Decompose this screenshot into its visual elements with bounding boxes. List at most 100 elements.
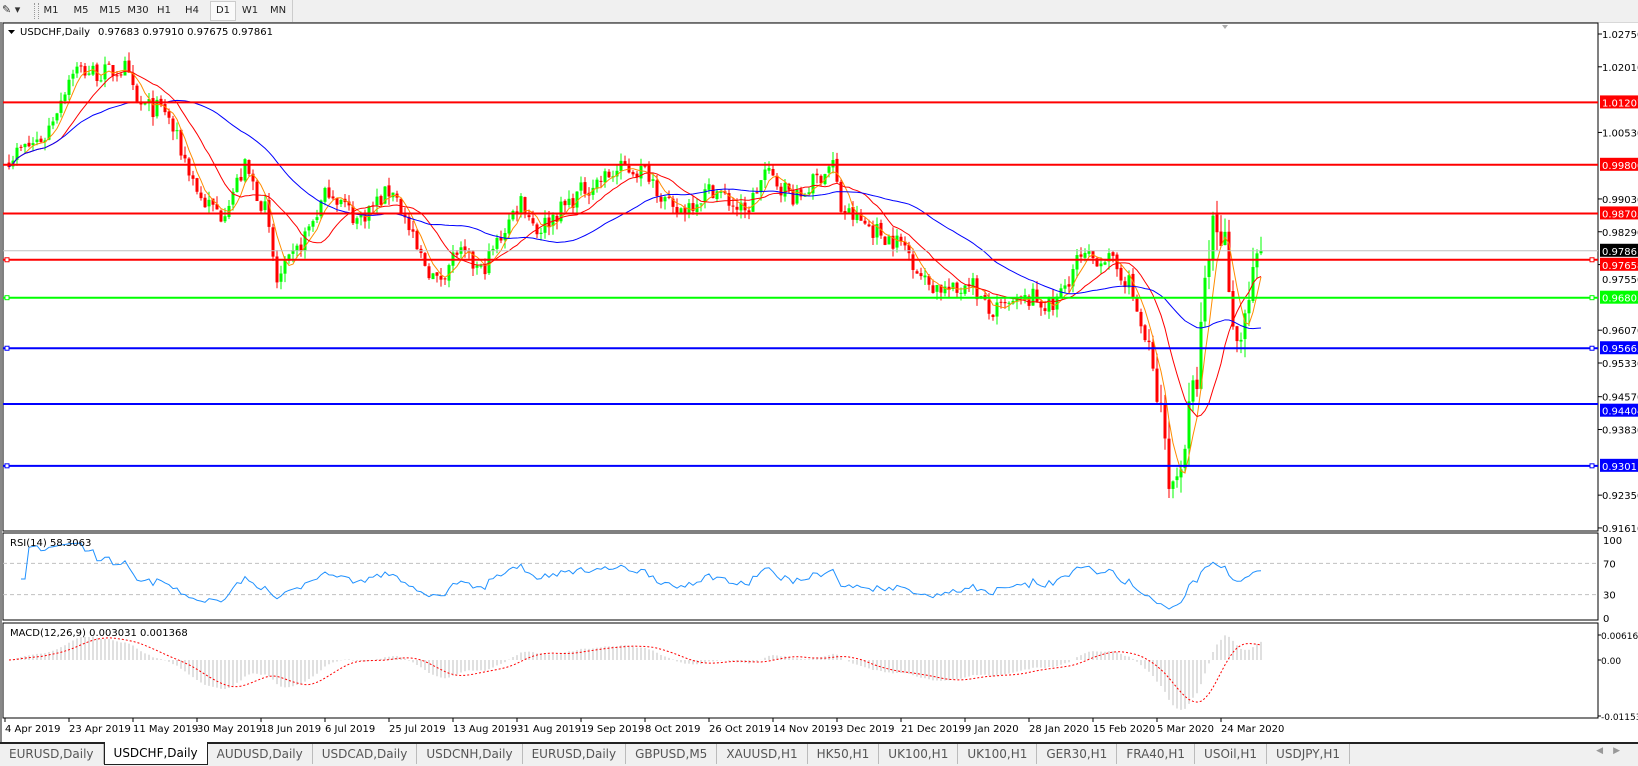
chart-tab[interactable]: GBPUSD,M5 bbox=[626, 744, 718, 764]
date-axis-label: 15 Feb 2020 bbox=[1093, 724, 1155, 735]
line-anchor-handle[interactable] bbox=[4, 345, 10, 351]
collapse-triangle-icon[interactable] bbox=[8, 30, 15, 34]
line-anchor-handle[interactable] bbox=[1589, 295, 1595, 301]
timeframe-button-h1[interactable]: H1 bbox=[157, 5, 171, 16]
line-price-label: 0.98703 bbox=[1602, 209, 1638, 220]
chart-tab[interactable]: UK100,H1 bbox=[879, 744, 959, 764]
candle bbox=[319, 200, 323, 217]
line-studies-dropdown-icon[interactable]: ✎ ▾ bbox=[2, 3, 21, 16]
line-anchor-handle[interactable] bbox=[4, 257, 10, 263]
candle bbox=[1007, 302, 1011, 304]
candle bbox=[263, 201, 267, 211]
date-axis-label: 25 Jul 2019 bbox=[389, 724, 446, 735]
candle bbox=[491, 248, 495, 251]
timeframe-button-m5[interactable]: M5 bbox=[73, 5, 89, 16]
candle bbox=[635, 173, 639, 178]
candle bbox=[1131, 273, 1135, 297]
candle bbox=[795, 189, 799, 204]
candle bbox=[271, 227, 275, 257]
chart-tab[interactable]: USDCHF,Daily bbox=[103, 742, 208, 765]
candle bbox=[827, 166, 831, 173]
chart-tab[interactable]: FRA40,H1 bbox=[1117, 744, 1196, 764]
candle bbox=[139, 102, 143, 105]
timeframe-button-h4[interactable]: H4 bbox=[185, 5, 199, 16]
line-anchor-handle[interactable] bbox=[4, 295, 10, 301]
candle bbox=[447, 265, 451, 281]
date-axis-label: 3 Dec 2019 bbox=[837, 724, 895, 735]
chart-tab[interactable]: EURUSD,Daily bbox=[523, 744, 627, 764]
candle bbox=[895, 235, 899, 248]
candle bbox=[987, 299, 991, 314]
candle bbox=[455, 252, 459, 255]
timeframe-button-w1[interactable]: W1 bbox=[241, 5, 259, 16]
candle bbox=[699, 203, 703, 205]
candle bbox=[1167, 438, 1171, 489]
line-price-label-bg bbox=[1600, 206, 1638, 220]
candle bbox=[1155, 368, 1159, 402]
line-price-label: 0.95663 bbox=[1602, 344, 1638, 355]
rsi-axis-label: 30 bbox=[1603, 591, 1616, 602]
date-axis-label: 4 Apr 2019 bbox=[5, 724, 60, 735]
chart-tab[interactable]: XAUUSD,H1 bbox=[717, 744, 808, 764]
candle bbox=[407, 216, 411, 231]
price-axis-label: 0.91610 bbox=[1602, 524, 1638, 535]
candle bbox=[527, 215, 531, 218]
line-anchor-handle[interactable] bbox=[1589, 345, 1595, 351]
date-axis-label: 31 Aug 2019 bbox=[517, 724, 581, 735]
candle bbox=[583, 182, 587, 194]
timeframe-button-mn[interactable]: MN bbox=[269, 5, 287, 16]
candle bbox=[175, 130, 179, 132]
candle bbox=[751, 192, 755, 212]
line-anchor-handle[interactable] bbox=[4, 463, 10, 469]
chart-tab[interactable]: EURUSD,Daily bbox=[0, 744, 104, 764]
candle bbox=[439, 276, 443, 280]
chart-tab[interactable]: USDCAD,Daily bbox=[313, 744, 418, 764]
candle bbox=[1199, 321, 1203, 389]
timeframe-button-d1[interactable]: D1 bbox=[210, 1, 236, 21]
candle bbox=[915, 271, 919, 274]
price-axis-label: 1.02750 bbox=[1602, 30, 1638, 41]
candle bbox=[559, 201, 563, 222]
chart-tab[interactable]: GER30,H1 bbox=[1037, 744, 1118, 764]
rsi-axis-label: 100 bbox=[1603, 536, 1622, 547]
tab-scroll-arrows-icon[interactable]: ◀▶ bbox=[1596, 746, 1630, 756]
chart-tab[interactable]: HK50,H1 bbox=[808, 744, 880, 764]
chart-ohlc: 0.97683 0.97910 0.97675 0.97861 bbox=[98, 27, 273, 38]
candle bbox=[331, 196, 335, 199]
candle bbox=[1071, 269, 1075, 287]
chart-shift-marker-icon[interactable] bbox=[1222, 25, 1228, 29]
candle bbox=[23, 143, 27, 148]
line-price-label-bg bbox=[1600, 95, 1638, 109]
candle bbox=[187, 158, 191, 176]
rsi-axis-label: 70 bbox=[1603, 559, 1616, 570]
candle bbox=[1035, 289, 1039, 302]
line-anchor-handle[interactable] bbox=[1589, 463, 1595, 469]
chart-tab[interactable]: USOil,H1 bbox=[1195, 744, 1268, 764]
timeframe-button-m15[interactable]: M15 bbox=[99, 5, 121, 16]
chart-tab[interactable]: AUDUSD,Daily bbox=[208, 744, 313, 764]
candle bbox=[947, 286, 951, 290]
candle bbox=[223, 216, 227, 222]
candle bbox=[1047, 296, 1051, 312]
chart-tab[interactable]: USDCNH,Daily bbox=[417, 744, 523, 764]
timeframe-button-m1[interactable]: M1 bbox=[43, 5, 59, 16]
candle bbox=[411, 229, 415, 232]
candle bbox=[1039, 301, 1043, 308]
candle bbox=[1111, 252, 1115, 256]
ma-slow-line bbox=[8, 99, 1262, 330]
line-anchor-handle[interactable] bbox=[1589, 257, 1595, 263]
candle bbox=[1243, 313, 1247, 340]
chart-tab[interactable]: UK100,H1 bbox=[958, 744, 1038, 764]
date-axis-label: 30 May 2019 bbox=[197, 724, 262, 735]
candle bbox=[767, 167, 771, 171]
candle bbox=[579, 182, 583, 191]
date-axis-label: 13 Aug 2019 bbox=[453, 724, 517, 735]
candle bbox=[615, 170, 619, 177]
candle bbox=[1103, 262, 1107, 265]
toolbar-grip[interactable] bbox=[34, 3, 39, 19]
chart-tab[interactable]: USDJPY,H1 bbox=[1267, 744, 1351, 764]
candle bbox=[1231, 291, 1235, 327]
timeframe-button-m30[interactable]: M30 bbox=[127, 5, 149, 16]
